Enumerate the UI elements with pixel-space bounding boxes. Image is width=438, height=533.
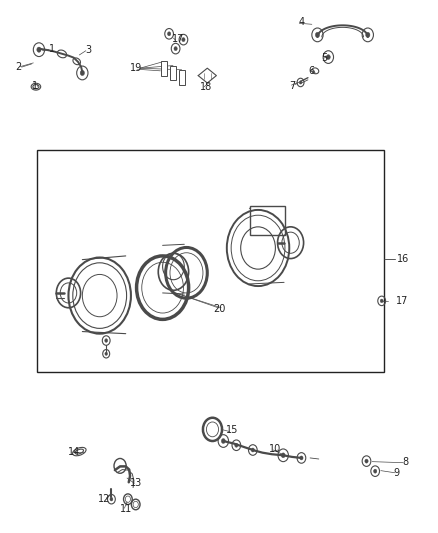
Text: 13: 13 — [131, 478, 143, 488]
Circle shape — [182, 38, 185, 42]
Circle shape — [326, 55, 330, 60]
Circle shape — [110, 497, 113, 501]
Bar — [37, 150, 384, 372]
Text: 17: 17 — [172, 34, 184, 44]
Circle shape — [105, 352, 107, 356]
Circle shape — [251, 448, 254, 452]
Circle shape — [365, 459, 368, 463]
Circle shape — [167, 32, 171, 36]
Circle shape — [37, 47, 41, 52]
Text: 17: 17 — [396, 296, 408, 306]
Text: 12: 12 — [98, 494, 110, 504]
Text: 1: 1 — [32, 80, 38, 91]
Text: 9: 9 — [394, 468, 400, 478]
Text: 2: 2 — [15, 62, 22, 71]
Text: 1: 1 — [49, 44, 55, 54]
Circle shape — [380, 299, 383, 303]
Text: 5: 5 — [321, 53, 327, 62]
Circle shape — [235, 443, 238, 447]
Text: 4: 4 — [298, 17, 304, 27]
Text: 20: 20 — [213, 304, 225, 314]
Text: 6: 6 — [308, 66, 314, 76]
Text: 19: 19 — [131, 63, 143, 73]
Text: 10: 10 — [269, 444, 282, 454]
Circle shape — [299, 81, 302, 84]
Circle shape — [315, 33, 320, 37]
Circle shape — [300, 456, 303, 460]
Circle shape — [374, 469, 377, 473]
FancyBboxPatch shape — [161, 61, 167, 76]
Text: 7: 7 — [290, 80, 296, 91]
Text: 18: 18 — [200, 82, 212, 92]
Circle shape — [281, 453, 285, 458]
Text: 14: 14 — [67, 447, 80, 457]
Circle shape — [174, 46, 177, 51]
FancyBboxPatch shape — [179, 70, 185, 85]
Circle shape — [221, 439, 225, 443]
Circle shape — [80, 70, 85, 76]
Circle shape — [366, 33, 370, 37]
Text: 16: 16 — [397, 254, 409, 263]
Circle shape — [105, 339, 108, 342]
Bar — [250, 206, 285, 235]
Text: 15: 15 — [226, 425, 238, 435]
Text: 8: 8 — [403, 457, 409, 467]
FancyBboxPatch shape — [170, 66, 176, 80]
Text: 3: 3 — [86, 45, 92, 55]
Text: 11: 11 — [120, 504, 132, 514]
